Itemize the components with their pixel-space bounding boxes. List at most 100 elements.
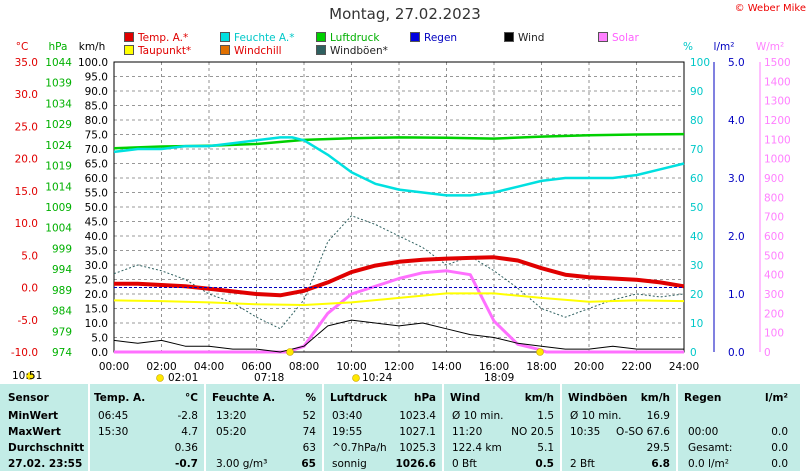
wind-axis-tick: 90.0 <box>85 86 108 98</box>
legend-item-gust: Windböen* <box>316 45 388 57</box>
sunrise-label: 07:18 <box>254 372 285 384</box>
legend-label: Windchill <box>234 45 282 57</box>
legend-label: Taupunkt* <box>138 45 192 57</box>
wind-value: 5.1 <box>537 442 554 454</box>
temp-time: 15:30 <box>98 426 129 438</box>
legend-label: Feuchte A.* <box>234 32 295 44</box>
wind-axis-tick: 75.0 <box>85 130 108 142</box>
x-axis-tick: 06:00 <box>241 361 271 373</box>
solar-axis-tick: 1200 <box>764 115 791 127</box>
hum-time: 3.00 g/m³ <box>216 458 268 470</box>
rain-axis-tick: 0.0 <box>728 347 745 359</box>
hum-time: 05:20 <box>216 426 247 438</box>
solar-axis-tick: 100 <box>764 328 784 340</box>
legend-swatch <box>316 45 326 55</box>
hum-value: 63 <box>302 442 316 454</box>
wind-value: 0.5 <box>535 458 554 470</box>
weather-chart: °C 35.0 30.0 25.0 20.0 15.0 10.0 5.0 0.0 -5.0 -10.… <box>11 41 791 382</box>
header-hum-unit: % <box>305 392 316 404</box>
press-value: 1025.3 <box>399 442 436 454</box>
temp-axis-tick: 10.0 <box>15 218 38 230</box>
x-axis-tick: 22:00 <box>621 361 651 373</box>
rain-axis-tick: 2.0 <box>728 231 745 243</box>
row-label: Durchschnitt <box>8 442 85 454</box>
hum-value: 74 <box>302 426 316 438</box>
x-axis-tick: 20:00 <box>574 361 604 373</box>
copyright: © Weber Mike <box>734 3 806 14</box>
legend-item-press: Luftdruck <box>316 32 379 44</box>
press-axis-tick: 979 <box>52 326 72 338</box>
sun-icon <box>352 374 360 382</box>
wind-time: 11:20 <box>452 426 483 438</box>
legend-swatch <box>220 45 230 55</box>
press-time: 19:55 <box>332 426 363 438</box>
gust-value: 29.5 <box>646 442 670 454</box>
wind-axis-unit: km/h <box>79 41 106 53</box>
press-axis-tick: 1024 <box>45 140 72 152</box>
press-value: 1026.6 <box>395 458 436 470</box>
hum-axis-tick: 100 <box>690 57 710 69</box>
hum-axis-tick: 80 <box>690 115 703 127</box>
press-axis-tick: 1034 <box>45 98 72 110</box>
temp-axis-tick: 20.0 <box>15 154 38 166</box>
x-axis-tick: 16:00 <box>479 361 509 373</box>
temp-axis-tick: 25.0 <box>15 121 38 133</box>
wind-axis-tick: 60.0 <box>85 173 108 185</box>
solar-axis-tick: 600 <box>764 231 784 243</box>
time-mid-right-label: 10:24 <box>362 372 393 384</box>
solar-axis-tick: 0 <box>764 347 771 359</box>
wind-axis-tick: 50.0 <box>85 202 108 214</box>
wind-max: NO 20.5 <box>511 426 554 438</box>
solar-axis-tick: 1400 <box>764 76 791 88</box>
rain-value: 0.0 <box>771 458 788 470</box>
rain-axis-tick: 1.0 <box>728 289 745 301</box>
header-wind: Wind <box>450 392 481 404</box>
temp-axis-tick: -10.0 <box>11 347 38 359</box>
header-press-unit: hPa <box>414 392 436 404</box>
sun-icon <box>156 374 164 382</box>
temp-axis-tick: 0.0 <box>21 283 38 295</box>
press-value: 1027.1 <box>399 426 436 438</box>
wind-axis-tick: 15.0 <box>85 304 108 316</box>
series-feuchte-a <box>113 136 685 197</box>
press-axis-tick: 1019 <box>45 161 72 173</box>
wind-axis-tick: 65.0 <box>85 159 108 171</box>
press-time: sonnig <box>332 458 367 470</box>
legend-label: Solar <box>612 32 639 44</box>
press-axis-tick: 984 <box>52 306 72 318</box>
gust-time: Ø 10 min. <box>570 410 622 422</box>
rain-time: 00:00 <box>688 426 719 438</box>
rain-axis-tick: 5.0 <box>728 57 745 69</box>
stats-table: Sensor Temp. A. °C Feuchte A.% Luftdruck hPa W… <box>0 384 800 471</box>
sun-icon <box>26 372 34 380</box>
gust-value: 6.8 <box>651 458 670 470</box>
x-axis-tick: 18:00 <box>526 361 556 373</box>
temp-axis-tick: -5.0 <box>18 315 39 327</box>
rain-axis-tick: 3.0 <box>728 173 745 185</box>
solar-axis-tick: 200 <box>764 308 784 320</box>
wind-time: Ø 10 min. <box>452 410 504 422</box>
legend-item-wind: Wind <box>504 32 544 44</box>
header-gust-unit: km/h <box>640 392 670 404</box>
time-left-label: 10:51 <box>12 370 43 382</box>
legend-swatch <box>220 32 230 42</box>
wind-axis-tick: 35.0 <box>85 246 108 258</box>
solar-axis-tick: 1000 <box>764 154 791 166</box>
hum-value: 65 <box>301 458 316 470</box>
hum-axis-tick: 70 <box>690 144 703 156</box>
temp-value: -2.8 <box>177 410 199 422</box>
temp-value: 0.36 <box>174 442 198 454</box>
solar-axis-unit: W/m² <box>756 41 784 53</box>
press-axis-tick: 1029 <box>45 119 72 131</box>
solar-axis-tick: 500 <box>764 250 784 262</box>
press-time: ^0.7hPa/h <box>332 442 387 454</box>
wind-axis-tick: 95.0 <box>85 72 108 84</box>
solar-axis-tick: 800 <box>764 192 784 204</box>
wind-axis-tick: 100.0 <box>78 57 108 69</box>
legend-swatch <box>316 32 326 42</box>
press-axis-tick: 1014 <box>45 181 72 193</box>
wind-value: 1.5 <box>537 410 554 422</box>
wind-axis-tick: 80.0 <box>85 115 108 127</box>
solar-axis-tick: 900 <box>764 173 784 185</box>
header-rain: Regen <box>684 392 722 404</box>
